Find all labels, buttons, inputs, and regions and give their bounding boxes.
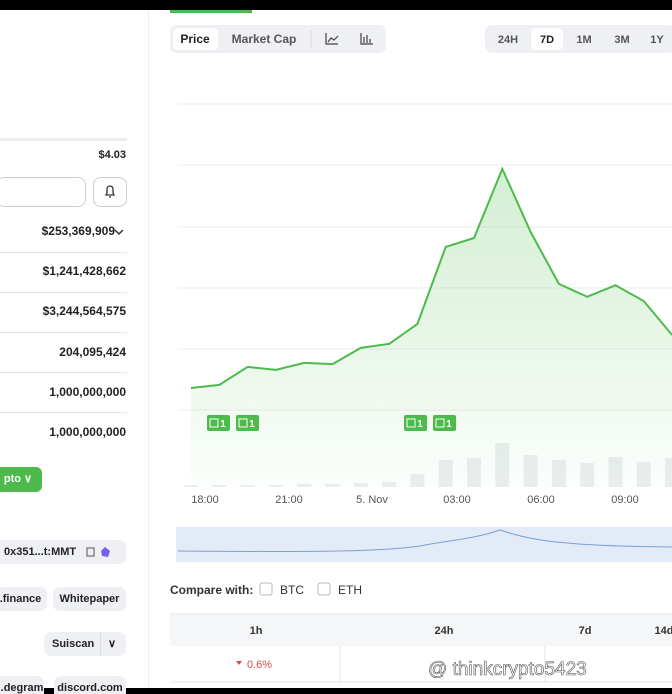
x-tick-label: 06:00	[527, 494, 555, 506]
icons	[86, 547, 110, 557]
divider	[148, 10, 149, 688]
chevron[interactable]	[113, 226, 125, 238]
event-icon	[238, 418, 248, 428]
explorer: Suiscan	[52, 638, 95, 650]
x-tick-label: 5. Nov	[356, 494, 388, 506]
event-icon	[435, 418, 445, 428]
link-chip[interactable]: ...degram	[0, 676, 44, 694]
watermark: @ thinkcrypto5423	[428, 659, 587, 680]
table-header	[170, 614, 672, 646]
active-range	[531, 28, 563, 50]
tab[interactable]: Market Cap	[232, 32, 297, 46]
explorer-chip[interactable]: Suiscan ∨	[44, 632, 126, 656]
price: $4.03	[98, 149, 126, 161]
column-header: 24h	[435, 625, 454, 637]
compare-label: Compare with:	[170, 583, 253, 597]
range-option[interactable]: 7D	[540, 34, 554, 46]
candle-icon[interactable]	[360, 33, 373, 45]
stat-value: $253,369,909	[41, 224, 115, 238]
event-count: 1	[446, 419, 452, 430]
bell-icon	[104, 185, 116, 198]
navigator	[176, 527, 672, 562]
buy-button[interactable]: pto ∨	[0, 467, 42, 492]
x-tick-label: 09:00	[611, 494, 639, 506]
alert-button[interactable]	[93, 177, 127, 207]
event-count: 1	[417, 419, 423, 430]
link: .finance	[0, 593, 42, 605]
x-tick-label: 21:00	[275, 494, 303, 506]
range-option[interactable]: 1Y	[650, 34, 664, 46]
stat-value: 204,095,424	[59, 345, 126, 359]
down-arrow	[236, 661, 242, 665]
button-label: pto	[3, 473, 21, 485]
contract: 0x351...t:MMT	[4, 546, 77, 558]
separator	[0, 412, 127, 413]
range-option[interactable]: 1M	[576, 34, 591, 46]
line-icon[interactable]	[325, 33, 339, 45]
range-option[interactable]: 3M	[614, 34, 629, 46]
event-count: 1	[220, 419, 226, 430]
link: ...degram	[0, 682, 44, 694]
separator	[0, 138, 127, 141]
tab[interactable]: Price	[180, 32, 210, 46]
bottom-bar	[0, 688, 672, 694]
separator	[0, 372, 127, 373]
price-area	[191, 168, 672, 487]
stat-value: 1,000,000,000	[49, 385, 126, 399]
event-count: 1	[249, 419, 255, 430]
separator	[0, 252, 127, 253]
price-line	[190, 166, 672, 389]
x-tick-label: 03:00	[443, 494, 471, 506]
link-chip[interactable]: Whitepaper	[53, 587, 126, 611]
active-tab	[173, 28, 218, 50]
navigator-line	[177, 529, 672, 552]
tab-indicator	[170, 10, 252, 13]
stat-value: $3,244,564,575	[42, 304, 126, 318]
checkbox[interactable]	[317, 582, 331, 596]
link: Whitepaper	[59, 593, 120, 605]
stat-value: $1,241,428,662	[42, 264, 126, 278]
compare-option: ETH	[338, 583, 362, 597]
link-chip[interactable]: discord.com	[54, 676, 126, 694]
view-toggle	[170, 25, 386, 53]
link-chip[interactable]: .finance	[0, 587, 47, 611]
input[interactable]	[0, 177, 86, 207]
checkbox[interactable]	[259, 582, 273, 596]
event-icon	[209, 418, 219, 428]
compare-option: BTC	[280, 583, 304, 597]
link: discord.com	[57, 682, 123, 694]
range-option[interactable]: 24H	[498, 34, 518, 46]
column-header: 7d	[579, 625, 592, 637]
separator	[0, 332, 127, 333]
change-1h: 0.6%	[247, 659, 272, 671]
top-bar	[0, 0, 672, 10]
separator	[0, 292, 127, 293]
contract-chip[interactable]: 0x351...t:MMT	[0, 540, 126, 564]
column-header: 1h	[250, 625, 263, 637]
column-header: 14d	[655, 625, 672, 637]
x-tick-label: 18:00	[191, 494, 219, 506]
stat-value: 1,000,000,000	[49, 425, 126, 439]
event-icon	[406, 418, 416, 428]
